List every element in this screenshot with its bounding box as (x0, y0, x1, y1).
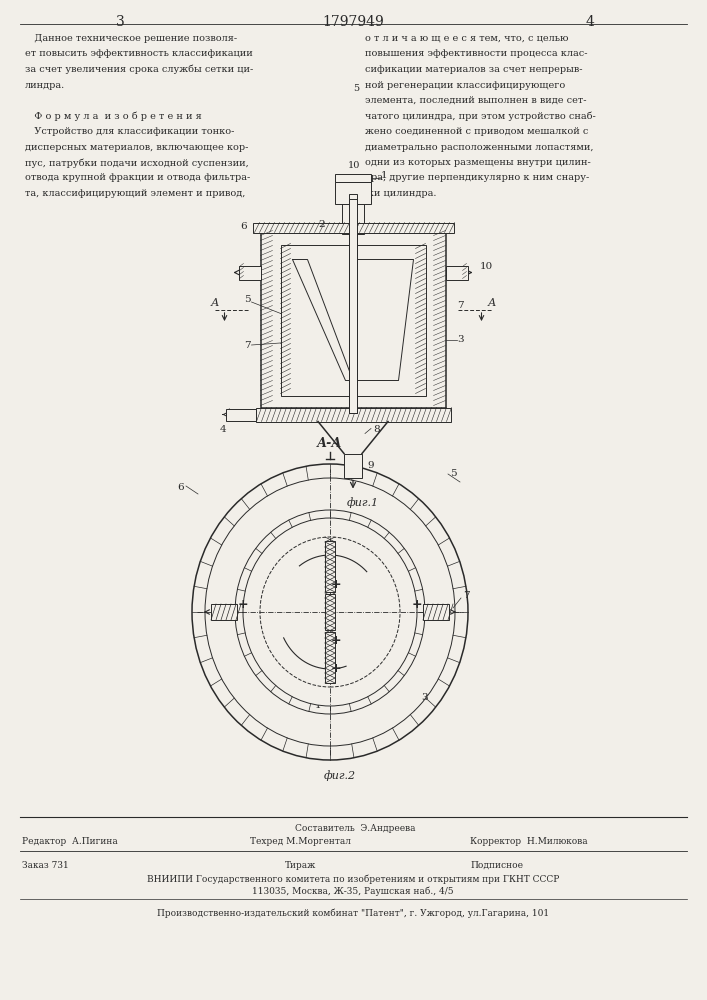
Text: 1: 1 (381, 172, 387, 180)
Text: фиг.2: фиг.2 (324, 770, 356, 781)
Polygon shape (353, 259, 414, 380)
Text: Производственно-издательский комбинат "Патент", г. Ужгород, ул.Гагарина, 101: Производственно-издательский комбинат "П… (157, 909, 549, 918)
Text: жи цилиндра.: жи цилиндра. (365, 189, 436, 198)
Text: 8: 8 (373, 425, 380, 434)
Ellipse shape (235, 510, 425, 714)
Text: сификации материалов за счет непрерыв-: сификации материалов за счет непрерыв- (365, 65, 583, 74)
Text: 4: 4 (220, 426, 227, 434)
Text: одни из которых размещены внутри цилин-: одни из которых размещены внутри цилин- (365, 158, 591, 167)
Bar (335, 182, 371, 204)
Text: 6: 6 (240, 222, 247, 231)
Text: линдра.: линдра. (25, 81, 65, 90)
Bar (238, 265, 260, 279)
Text: Редактор  А.Пигина: Редактор А.Пигина (22, 837, 118, 846)
Text: 7: 7 (463, 591, 469, 600)
Bar (325, 541, 335, 592)
Bar (226, 408, 255, 420)
Ellipse shape (205, 478, 455, 746)
Text: пус, патрубки подачи исходной суспензии,: пус, патрубки подачи исходной суспензии, (25, 158, 249, 167)
Text: 2: 2 (318, 220, 325, 229)
Bar (325, 632, 335, 683)
Text: Подписное: Подписное (470, 861, 523, 870)
Polygon shape (293, 259, 353, 380)
Text: 5: 5 (450, 470, 457, 479)
Text: Корректор  Н.Милюкова: Корректор Н.Милюкова (470, 837, 588, 846)
Bar (349, 199, 357, 412)
Text: дисперсных материалов, включающее кор-: дисперсных материалов, включающее кор- (25, 142, 248, 151)
Text: 1797949: 1797949 (322, 15, 385, 29)
Text: А-А: А-А (317, 437, 343, 450)
Bar (325, 594, 335, 630)
Bar (342, 204, 364, 234)
Text: 1: 1 (315, 701, 321, 710)
Text: элемента, последний выполнен в виде сет-: элемента, последний выполнен в виде сет- (365, 96, 587, 105)
Bar (344, 454, 362, 478)
Text: дра, другие перпендикулярно к ним снару-: дра, другие перпендикулярно к ним снару- (365, 174, 589, 182)
Text: Составитель  Э.Андреева: Составитель Э.Андреева (295, 824, 416, 833)
Bar (211, 604, 237, 620)
Text: 4: 4 (585, 15, 595, 29)
Ellipse shape (192, 464, 468, 760)
Text: Тираж: Тираж (285, 861, 316, 870)
Text: +: + (331, 662, 341, 676)
Text: повышения эффективности процесса клас-: повышения эффективности процесса клас- (365, 49, 588, 58)
Text: ет повысить эффективность классификации: ет повысить эффективность классификации (25, 49, 252, 58)
Text: Заказ 731: Заказ 731 (22, 861, 69, 870)
Text: 10: 10 (348, 161, 360, 170)
Bar (423, 604, 449, 620)
Bar (335, 174, 371, 182)
Text: А: А (210, 298, 218, 308)
Text: 5: 5 (244, 296, 250, 304)
Ellipse shape (243, 518, 417, 706)
Text: ной регенерации классифицирующего: ной регенерации классифицирующего (365, 81, 566, 90)
Text: 3: 3 (457, 336, 464, 344)
Bar (252, 223, 453, 232)
Text: Устройство для классификации тонко-: Устройство для классификации тонко- (25, 127, 235, 136)
Text: 3: 3 (421, 694, 428, 702)
Text: А: А (487, 298, 496, 308)
Text: фиг.1: фиг.1 (347, 497, 379, 508)
Text: +: + (411, 597, 422, 610)
Text: о т л и ч а ю щ е е с я тем, что, с целью: о т л и ч а ю щ е е с я тем, что, с цель… (365, 34, 568, 43)
Text: Техред М.Моргентал: Техред М.Моргентал (250, 837, 351, 846)
Text: 7: 7 (244, 340, 250, 350)
Text: +: + (238, 597, 248, 610)
Text: 7: 7 (457, 300, 464, 310)
Text: 5: 5 (353, 84, 359, 93)
Text: чатого цилиндра, при этом устройство снаб-: чатого цилиндра, при этом устройство сна… (365, 111, 596, 121)
Text: ВНИИПИ Государственного комитета по изобретениям и открытиям при ГКНТ СССР: ВНИИПИ Государственного комитета по изоб… (147, 874, 559, 884)
Bar (349, 194, 357, 412)
Text: та, классифицирующий элемент и привод,: та, классифицирующий элемент и привод, (25, 189, 245, 198)
Text: 6: 6 (177, 484, 184, 492)
Text: 9: 9 (367, 461, 373, 470)
Text: жено соединенной с приводом мешалкой с: жено соединенной с приводом мешалкой с (365, 127, 588, 136)
Text: за счет увеличения срока службы сетки ци-: за счет увеличения срока службы сетки ци… (25, 65, 253, 75)
Bar (255, 408, 450, 422)
Text: Ф о р м у л а  и з о б р е т е н и я: Ф о р м у л а и з о б р е т е н и я (25, 111, 201, 121)
Text: диаметрально расположенными лопастями,: диаметрально расположенными лопастями, (365, 142, 593, 151)
Text: +: + (331, 578, 341, 590)
Text: Данное техническое решение позволя-: Данное техническое решение позволя- (25, 34, 237, 43)
Text: отвода крупной фракции и отвода фильтра-: отвода крупной фракции и отвода фильтра- (25, 174, 250, 182)
Text: 113035, Москва, Ж-35, Раушская наб., 4/5: 113035, Москва, Ж-35, Раушская наб., 4/5 (252, 886, 454, 896)
Bar (260, 232, 445, 408)
Text: +: + (331, 634, 341, 647)
Bar (281, 244, 426, 395)
Bar (445, 265, 467, 279)
Text: 3: 3 (116, 15, 124, 29)
Text: 10: 10 (479, 262, 493, 271)
